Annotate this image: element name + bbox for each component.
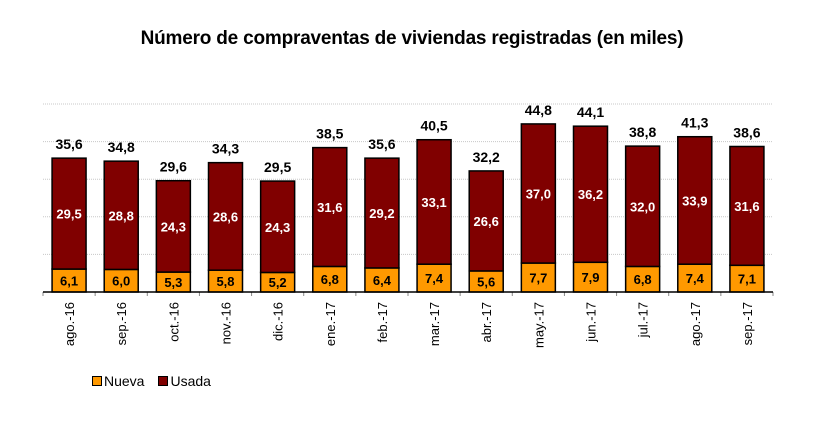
- total-label: 40,5: [420, 118, 447, 134]
- legend-swatch-nueva: [92, 376, 102, 386]
- bar-usada: [103, 160, 139, 271]
- data-label-usada: 36,2: [578, 187, 603, 202]
- total-label: 44,1: [577, 104, 604, 120]
- legend-swatch-usada: [158, 376, 169, 386]
- data-label-usada: 32,0: [630, 199, 655, 214]
- legend-label-usada: Usada: [170, 373, 211, 389]
- data-label-nueva: 6,1: [60, 274, 78, 289]
- total-label: 35,6: [368, 136, 395, 152]
- legend-item-nueva: Nueva: [92, 373, 144, 389]
- data-label-usada: 31,6: [317, 200, 342, 215]
- legend: Nueva Usada: [92, 373, 225, 389]
- total-label: 34,8: [108, 139, 135, 155]
- data-label-usada: 29,5: [56, 207, 81, 222]
- x-tick-label: sep.-16: [114, 302, 129, 345]
- bar-usada: [729, 145, 765, 267]
- bar-usada: [572, 125, 609, 264]
- bar-nueva: [677, 263, 713, 293]
- chart-title: Número de compraventas de viviendas regi…: [140, 28, 684, 49]
- bar-usada: [51, 157, 87, 270]
- bar-usada: [259, 180, 296, 274]
- data-label-nueva: 6,0: [112, 274, 130, 289]
- data-label-usada: 29,2: [369, 206, 394, 221]
- data-label-nueva: 5,8: [216, 274, 234, 289]
- bar-usada: [364, 157, 400, 269]
- data-label-usada: 24,3: [265, 220, 290, 235]
- x-tick-label: may.-17: [531, 302, 546, 348]
- total-label: 32,2: [473, 149, 500, 165]
- total-label: 29,6: [160, 159, 187, 175]
- total-label: 38,5: [316, 126, 343, 142]
- data-label-nueva: 7,7: [529, 271, 547, 286]
- data-label-usada: 37,0: [526, 186, 551, 201]
- total-label: 41,3: [681, 115, 708, 131]
- data-label-nueva: 5,2: [269, 275, 287, 290]
- data-label-nueva: 6,8: [321, 272, 339, 287]
- data-label-nueva: 5,6: [477, 274, 495, 289]
- bar-usada: [624, 145, 661, 268]
- total-label: 38,6: [733, 124, 760, 140]
- bar-usada: [155, 179, 192, 273]
- bar-usada: [468, 170, 504, 272]
- data-label-usada: 28,6: [213, 209, 238, 224]
- x-tick-label: abr.-17: [479, 302, 494, 342]
- data-label-usada: 26,6: [474, 214, 499, 229]
- bar-usada: [677, 135, 713, 265]
- data-label-usada: 33,9: [682, 193, 707, 208]
- x-tick-label: mar.-17: [427, 302, 442, 346]
- data-label-usada: 31,6: [734, 199, 759, 214]
- total-label: 35,6: [55, 136, 82, 152]
- data-label-usada: 33,1: [421, 195, 446, 210]
- bar-usada: [416, 138, 452, 265]
- x-tick-label: dic.-16: [271, 302, 286, 341]
- total-label: 38,8: [629, 124, 656, 140]
- data-label-nueva: 7,9: [581, 270, 599, 285]
- data-label-usada: 28,8: [109, 208, 134, 223]
- x-tick-label: ene.-17: [323, 302, 338, 346]
- data-label-nueva: 6,8: [634, 272, 652, 287]
- x-tick-label: sep.-17: [740, 302, 755, 345]
- data-label-nueva: 7,1: [738, 272, 756, 287]
- data-label-nueva: 5,3: [164, 275, 182, 290]
- x-tick-label: jun.-17: [584, 302, 599, 343]
- x-tick-label: ago.-17: [688, 302, 703, 346]
- bar-nueva: [364, 267, 400, 293]
- data-labels: 6,1 29,5 35,6 6,0 28,8 34,8 5,3 24,3 29,6 5,8 28,6…: [55, 102, 760, 290]
- x-tick-label: ago.-16: [62, 302, 77, 346]
- x-axis: ago.-16 sep.-16 oct.-16 nov.-16 dic.-16 ene.-…: [42, 291, 774, 348]
- total-label: 44,8: [525, 102, 552, 118]
- total-label: 29,5: [264, 159, 291, 175]
- data-label-nueva: 7,4: [425, 271, 444, 286]
- legend-label-nueva: Nueva: [104, 373, 145, 389]
- bar-usada: [520, 123, 557, 264]
- x-tick-label: feb.-17: [375, 302, 390, 342]
- bar-usada: [312, 146, 348, 268]
- data-label-nueva: 7,4: [686, 271, 705, 286]
- bars: [51, 123, 765, 293]
- legend-item-usada: Usada: [158, 373, 211, 389]
- x-tick-label: jul.-17: [636, 302, 651, 338]
- x-tick-label: oct.-16: [166, 302, 181, 342]
- gridlines: [43, 103, 773, 255]
- total-label: 34,3: [212, 141, 239, 157]
- bar-usada: [207, 161, 244, 271]
- data-label-usada: 24,3: [161, 219, 186, 234]
- data-label-nueva: 6,4: [373, 273, 392, 288]
- x-tick-label: nov.-16: [219, 302, 234, 344]
